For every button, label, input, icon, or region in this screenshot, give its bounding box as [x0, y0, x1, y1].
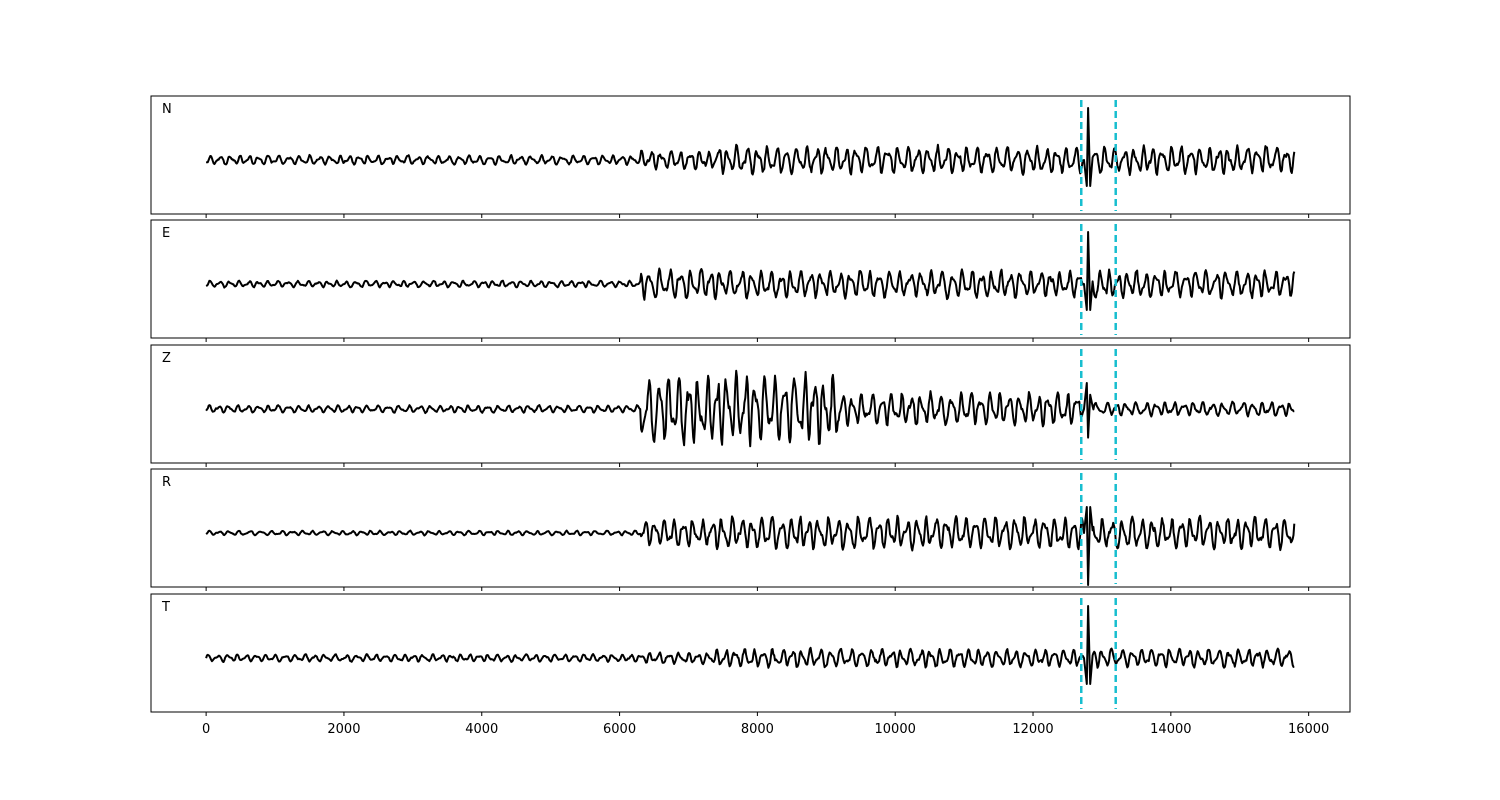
x-axis: 0 2000 4000 6000 8000 10000 12000 14000 16000	[202, 722, 1329, 737]
panel-label-Z: Z	[162, 351, 171, 366]
panel-N: N	[150, 95, 1351, 218]
panel-label-E: E	[162, 226, 170, 241]
x-tick-label: 0	[202, 722, 210, 737]
x-tick-label: 8000	[741, 722, 774, 737]
trace-T	[205, 605, 1295, 685]
x-tick-label: 14000	[1150, 722, 1191, 737]
trace-N	[205, 107, 1296, 187]
x-tick-label: 6000	[603, 722, 636, 737]
x-tick-label: 4000	[465, 722, 498, 737]
panel-label-R: R	[162, 475, 171, 490]
panel-Z: Z	[150, 344, 1351, 467]
trace-E	[205, 231, 1296, 311]
trace-R	[205, 506, 1296, 586]
panel-label-T: T	[161, 600, 170, 615]
trace-Z	[205, 369, 1295, 448]
x-tick-label: 12000	[1012, 722, 1053, 737]
axes-frame-E	[150, 219, 1351, 339]
panel-T: T	[150, 593, 1351, 716]
x-tick-label: 16000	[1288, 722, 1329, 737]
panel-E: E	[150, 219, 1351, 342]
x-tick-label: 10000	[875, 722, 916, 737]
panel-R: R	[150, 468, 1351, 591]
x-tick-label: 2000	[327, 722, 360, 737]
panel-label-N: N	[162, 102, 172, 117]
panels: N E Z R T	[150, 95, 1351, 716]
